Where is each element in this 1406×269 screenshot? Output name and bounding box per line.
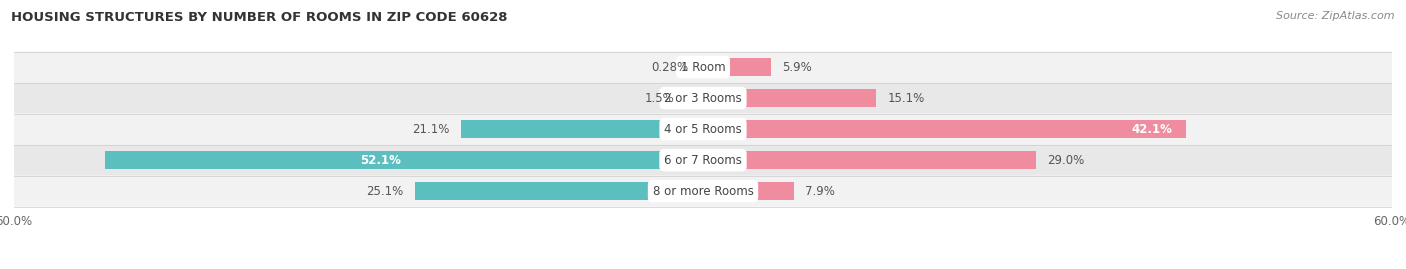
FancyBboxPatch shape [14,114,1392,145]
Text: 0.28%: 0.28% [651,61,689,73]
Text: 8 or more Rooms: 8 or more Rooms [652,185,754,198]
Bar [415,182,703,200]
Text: 2 or 3 Rooms: 2 or 3 Rooms [664,91,742,105]
Text: 52.1%: 52.1% [360,154,401,167]
Text: 42.1%: 42.1% [1132,123,1173,136]
Text: 1 Room: 1 Room [681,61,725,73]
Text: 4 or 5 Rooms: 4 or 5 Rooms [664,123,742,136]
Bar [703,182,794,200]
Bar [686,89,703,107]
Text: 15.1%: 15.1% [887,91,925,105]
Bar [703,120,1187,138]
Legend: Owner-occupied, Renter-occupied: Owner-occupied, Renter-occupied [575,266,831,269]
Bar [703,151,1036,169]
Bar [461,120,703,138]
Bar [703,58,770,76]
Text: 25.1%: 25.1% [366,185,404,198]
Text: 7.9%: 7.9% [806,185,835,198]
FancyBboxPatch shape [14,52,1392,83]
Text: 21.1%: 21.1% [412,123,450,136]
Text: 5.9%: 5.9% [782,61,813,73]
FancyBboxPatch shape [14,145,1392,176]
Bar [703,89,876,107]
FancyBboxPatch shape [14,176,1392,207]
Text: 29.0%: 29.0% [1047,154,1084,167]
FancyBboxPatch shape [14,83,1392,114]
Bar [105,151,703,169]
Text: 1.5%: 1.5% [644,91,675,105]
Text: 6 or 7 Rooms: 6 or 7 Rooms [664,154,742,167]
Text: HOUSING STRUCTURES BY NUMBER OF ROOMS IN ZIP CODE 60628: HOUSING STRUCTURES BY NUMBER OF ROOMS IN… [11,11,508,24]
Bar [700,58,703,76]
Text: Source: ZipAtlas.com: Source: ZipAtlas.com [1277,11,1395,21]
